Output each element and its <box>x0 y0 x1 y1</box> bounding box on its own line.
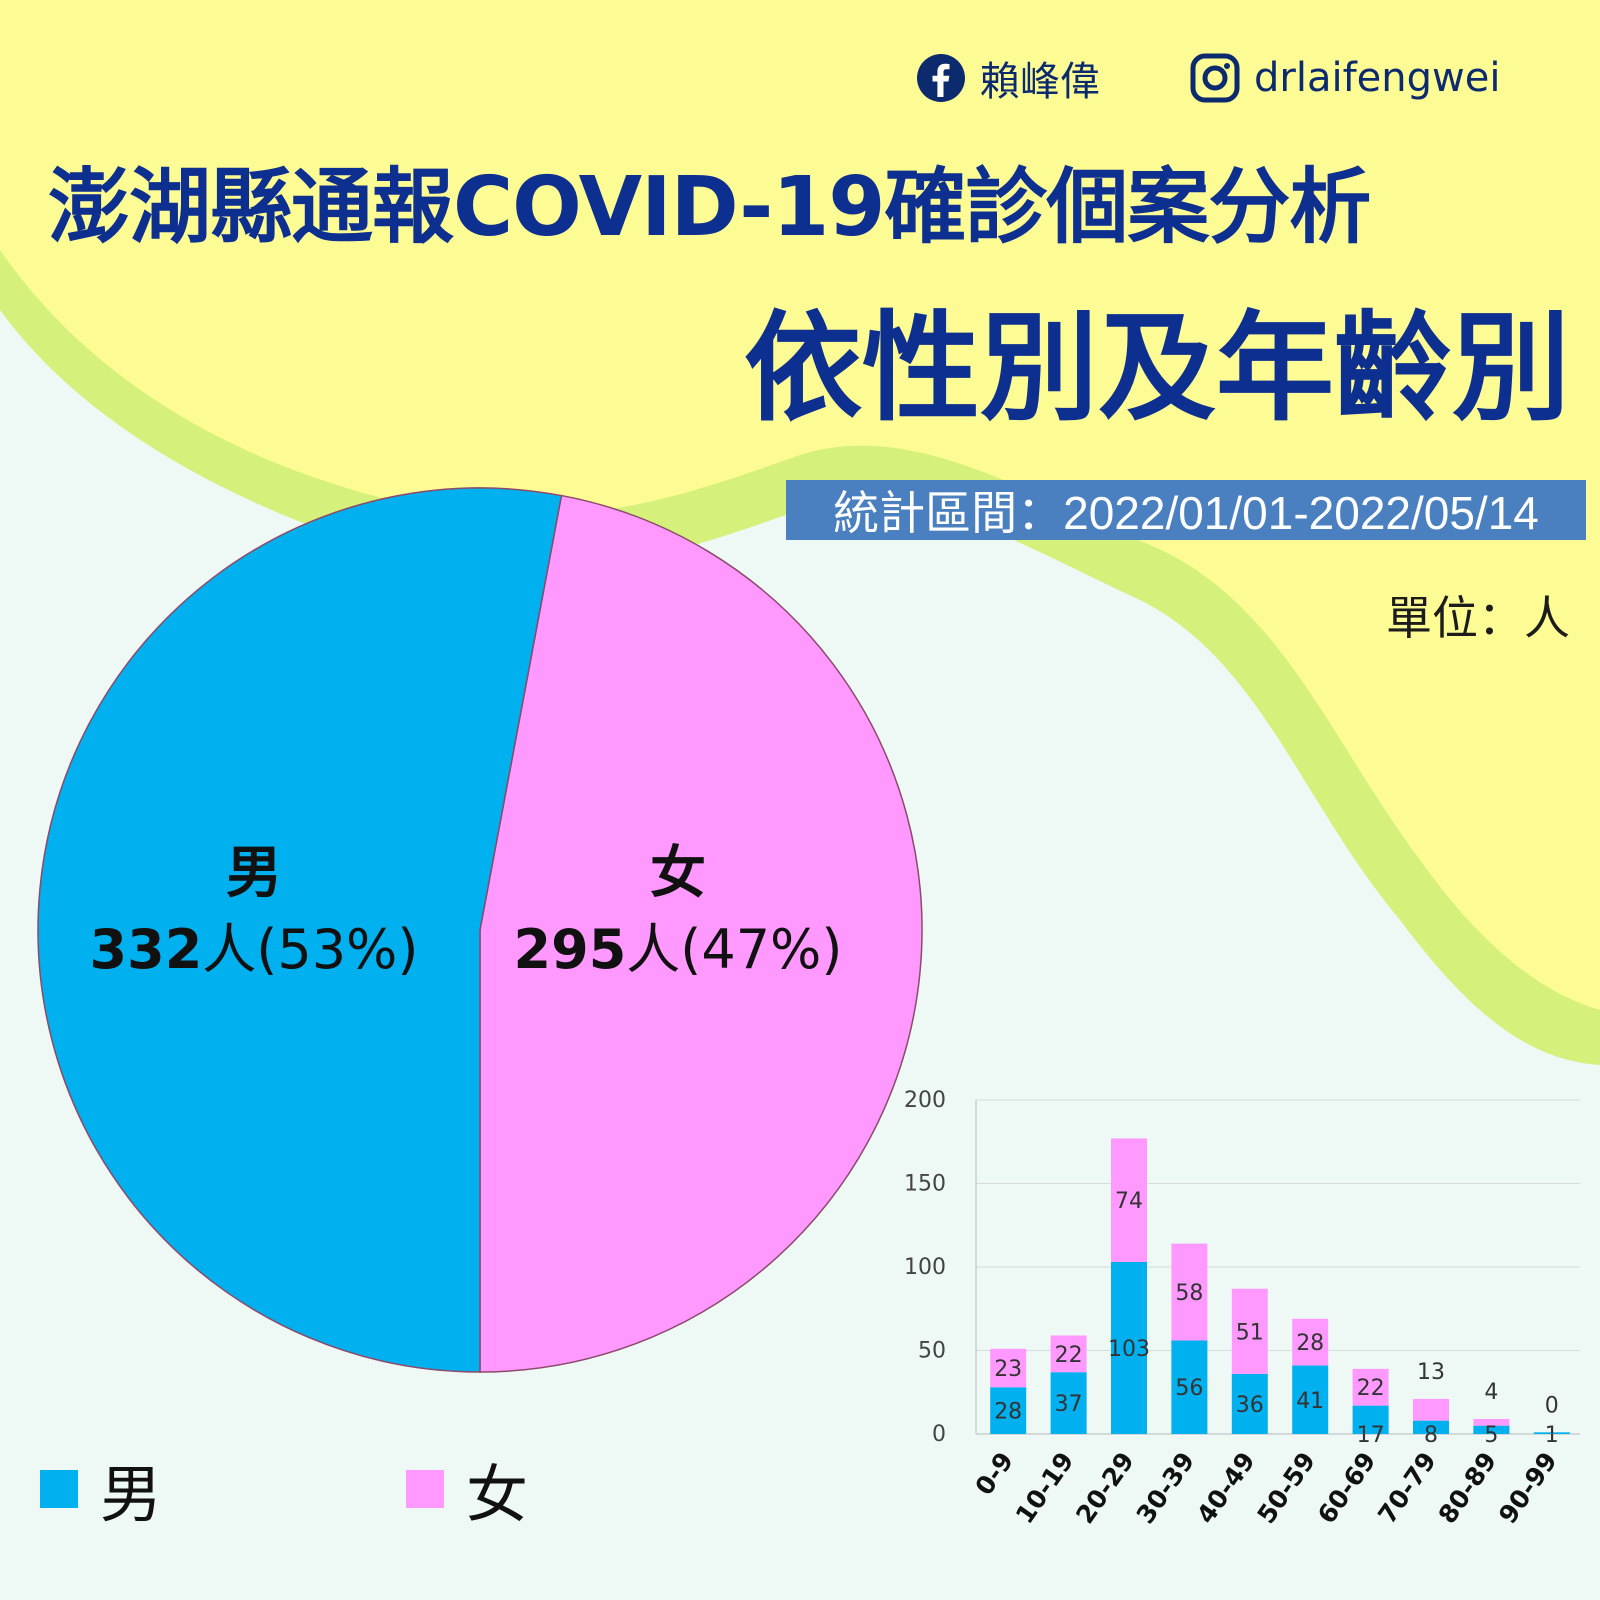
bar-value-label-male: 56 <box>1175 1376 1203 1401</box>
bar-segment-female <box>1292 1318 1329 1366</box>
bar-value-label-female: 28 <box>1296 1331 1324 1356</box>
bar-value-label-male: 5 <box>1484 1423 1498 1448</box>
bar-segment-female <box>1231 1288 1268 1374</box>
bar-value-label-male: 37 <box>1055 1392 1083 1417</box>
bar-value-label-female: 58 <box>1175 1281 1203 1306</box>
bar-segment-female <box>1473 1418 1510 1426</box>
facebook-account: 賴峰偉 <box>916 50 1100 106</box>
bar-segment-male <box>990 1387 1027 1434</box>
pie-label-female-name: 女 <box>650 841 706 906</box>
facebook-icon <box>917 54 965 102</box>
bar-segment-female <box>1352 1368 1389 1406</box>
bar-value-label-female: 13 <box>1417 1360 1445 1385</box>
x-tick-label: 80-89 <box>1433 1447 1503 1529</box>
x-tick-label: 90-99 <box>1493 1447 1563 1529</box>
bar-value-label-male: 1 <box>1545 1423 1559 1448</box>
pie-label-male-value: 332人(53%) <box>44 912 464 988</box>
pie-label-female: 女 295人(47%) <box>468 836 888 988</box>
bar-value-label-male: 17 <box>1357 1423 1385 1448</box>
legend-female-label: 女 <box>466 1458 529 1531</box>
period-badge: 統計區間：2022/01/01-2022/05/14 <box>786 480 1586 540</box>
bar-segment-female <box>1111 1138 1147 1262</box>
x-tick-label: 60-69 <box>1312 1447 1382 1529</box>
bar-segment-female <box>1050 1335 1087 1373</box>
x-tick-label: 0-9 <box>969 1447 1019 1501</box>
y-tick-label: 50 <box>918 1339 946 1364</box>
facebook-name: 賴峰偉 <box>980 59 1100 105</box>
pie-slice-male <box>37 487 563 1373</box>
instagram-handle: drlaifengwei <box>1254 55 1501 101</box>
pie-female-rest: 人(47%) <box>626 918 843 981</box>
bar-segment-male <box>1473 1425 1510 1434</box>
pie-female-count: 295 <box>513 918 627 981</box>
legend-male-swatch <box>40 1470 78 1508</box>
bar-value-label-female: 23 <box>994 1357 1022 1382</box>
bar-segment-male <box>1413 1420 1449 1434</box>
legend-female-swatch <box>406 1470 444 1508</box>
bar-value-label-male: 36 <box>1236 1393 1264 1418</box>
instagram-icon <box>1190 53 1240 103</box>
pie-male-count: 332 <box>89 918 203 981</box>
x-tick-label: 10-19 <box>1010 1447 1080 1529</box>
bar-value-label-female: 4 <box>1484 1380 1498 1405</box>
bar-segment-male <box>1231 1373 1268 1434</box>
y-tick-label: 200 <box>904 1088 946 1113</box>
y-tick-label: 0 <box>932 1422 946 1447</box>
bar-value-label-female: 22 <box>1055 1343 1083 1368</box>
y-tick-label: 150 <box>904 1172 946 1197</box>
x-tick-label: 30-39 <box>1131 1447 1201 1529</box>
age-stacked-bar-chart: 05010015020028230-9372210-191037420-2956… <box>904 1088 1580 1529</box>
bar-value-label-female: 22 <box>1357 1376 1385 1401</box>
bar-value-label-male: 8 <box>1424 1423 1438 1448</box>
legend-male-label: 男 <box>100 1458 163 1531</box>
pie-label-male-name: 男 <box>226 841 282 906</box>
bar-segment-female <box>990 1348 1027 1388</box>
pie-slice-female <box>479 494 923 1373</box>
bar-segment-male <box>1050 1372 1087 1434</box>
legend-male: 男 <box>40 1444 162 1534</box>
x-tick-label: 50-59 <box>1251 1447 1321 1529</box>
bar-segment-male <box>1111 1261 1147 1434</box>
page-subtitle: 依性別及年齡別 <box>743 299 1570 437</box>
bar-segment-male <box>1171 1340 1208 1434</box>
bar-segment-female <box>1413 1398 1449 1421</box>
pie-male-rest: 人(53%) <box>202 918 419 981</box>
unit-label: 單位：人 <box>1386 591 1570 645</box>
x-tick-label: 40-49 <box>1191 1447 1261 1529</box>
bar-segment-female <box>1171 1243 1208 1341</box>
bar-value-label-male: 41 <box>1296 1389 1324 1414</box>
x-tick-label: 20-29 <box>1070 1447 1140 1529</box>
bar-value-label-female: 51 <box>1236 1320 1264 1345</box>
x-tick-label: 70-79 <box>1372 1447 1442 1529</box>
bar-segment-male <box>1352 1405 1389 1434</box>
bar-value-label-male: 28 <box>994 1400 1022 1425</box>
bar-value-label-male: 103 <box>1108 1337 1150 1362</box>
gender-pie-chart <box>37 487 923 1373</box>
bar-segment-male <box>1533 1432 1570 1434</box>
instagram-account: drlaifengwei <box>1190 50 1500 106</box>
page-title: 澎湖縣通報COVID-19確診個案分析 <box>48 160 1371 255</box>
y-tick-label: 100 <box>904 1255 946 1280</box>
legend-female: 女 <box>406 1444 528 1534</box>
bar-value-label-female: 0 <box>1545 1393 1559 1418</box>
bar-segment-male <box>1292 1365 1329 1434</box>
pie-label-female-value: 295人(47%) <box>468 912 888 988</box>
pie-label-male: 男 332人(53%) <box>44 836 464 988</box>
bar-value-label-female: 74 <box>1115 1189 1143 1214</box>
